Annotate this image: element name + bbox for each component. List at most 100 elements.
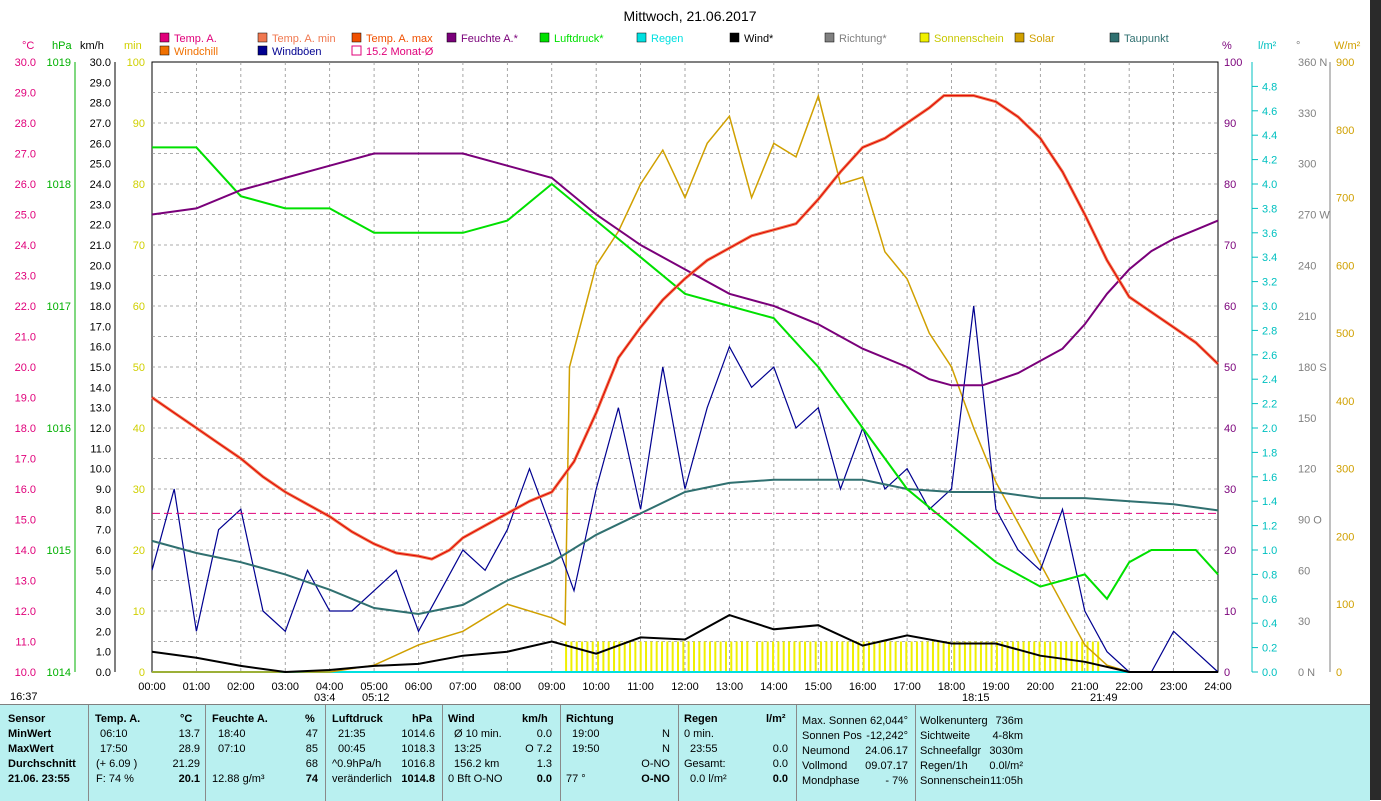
sunshine-bar [1091,641,1094,672]
time-tick: 16:00 [849,681,877,693]
wind-tick: 28.0 [90,98,111,110]
sunshine-bar [714,641,717,672]
time-tick: 21:00 [1071,681,1099,693]
sunshine-bar [974,641,977,672]
pressure-tick: 1014 [47,667,71,679]
dir-tick: 150 [1298,413,1316,425]
sunshine-bar [1006,641,1009,672]
sunshine-bar [772,641,775,672]
series-feuchte [151,152,1219,387]
pressure-tick: 1018 [47,179,71,191]
dir-min: N [662,728,670,740]
wind-tick: 0.0 [96,667,111,679]
solar-tick: 800 [1336,125,1354,137]
sunshine-bar [629,641,632,672]
sun-tick: 50 [133,362,145,374]
pressure-unit: hPa [52,40,72,52]
solar-tick: 500 [1336,328,1354,340]
sunshine-bar [910,641,913,672]
sunshine-bar [814,641,817,672]
wind-unit: km/h [80,40,104,52]
dir-tick: 180 S [1298,362,1327,374]
time-tick: 18:00 [938,681,966,693]
legend-label: Richtung* [839,33,887,45]
temp-header: Temp. A. [95,713,141,725]
rain-tick: 2.0 [1262,423,1277,435]
sunshine-bar [740,641,743,672]
temp-tick: 23.0 [15,271,36,283]
sunshine-bar [836,641,839,672]
sunshine-bar [883,641,886,672]
rain-tick: 2.2 [1262,399,1277,411]
temp-tick: 29.0 [15,88,36,100]
dir-tick: 240 [1298,260,1316,272]
sunshine-bar [1038,641,1041,672]
sunshine-bar [931,641,934,672]
hum-unit-label: % [305,713,315,725]
rain-tick: 0.0 [1262,667,1277,679]
dir-tick: 120 [1298,464,1316,476]
wind-distance: 156.2 km [454,758,500,770]
legend-label: Taupunkt [1124,33,1169,45]
stats-separator [442,705,443,801]
sunshine-bar [1011,641,1014,672]
wind-tick: 1.0 [96,647,111,659]
sunshine-bar [793,641,796,672]
temp-tick: 22.0 [15,301,36,313]
sunshine-bar [650,641,653,672]
astro-value: 62,044° [869,715,908,727]
wind-tick: 3.0 [96,606,111,618]
sunshine-bar [570,641,573,672]
temp-avg-note: (+ 6.09 ) [96,758,138,770]
press-header: Luftdruck [332,713,383,725]
sun-tick: 70 [133,240,145,252]
rain-unit: l/m² [1258,40,1277,52]
sunshine-bar [730,641,733,672]
wind-tick: 15.0 [90,362,111,374]
temp-tick: 17.0 [15,454,36,466]
time-tick: 20:00 [1027,681,1055,693]
sunshine-bar [937,641,940,672]
sunshine-bar [602,641,605,672]
rain-max: 0.0 [772,743,788,755]
time-tick: 22:00 [1115,681,1143,693]
misc-value: 736m [995,715,1023,727]
sunshine-bar [867,641,870,672]
sunshine-bar [666,641,669,672]
astro-value: 09.07.17 [865,760,908,772]
solar-tick: 0 [1336,667,1342,679]
wind-tick: 2.0 [96,626,111,638]
sunshine-bar [985,641,988,672]
temp-tick: 24.0 [15,240,36,252]
sunshine-bar [809,641,812,672]
stats-row-label: MaxWert [8,743,54,755]
time-tick: 24:00 [1204,681,1232,693]
legend-swatch [446,32,457,43]
temp-tick: 27.0 [15,149,36,161]
sun-tick: 20 [133,545,145,557]
series-solar [152,93,1218,673]
sun-tick: 40 [133,423,145,435]
pressure-tick: 1015 [47,545,71,557]
sunshine-bar [825,641,828,672]
hum-tick: 80 [1224,179,1236,191]
stats-separator [678,705,679,801]
hum-tick: 70 [1224,240,1236,252]
wind-tick: 6.0 [96,545,111,557]
astro-value: - 7% [885,775,908,787]
sunshine-bar [1022,641,1025,672]
sunshine-bar [846,641,849,672]
rain-tick: 0.6 [1262,594,1277,606]
press-trend: ^0.9hPa/h [332,758,382,770]
press-label: veränderlich [332,773,392,785]
sunshine-bar [990,641,993,672]
sunshine-bar [719,641,722,672]
hum-header: Feuchte A. [212,713,268,725]
rain-unit-label: l/m² [766,713,786,725]
sun-tick: 0 [139,667,145,679]
misc-value: 11:05h [990,775,1023,787]
stats-separator [915,705,916,801]
rain-tick: 0.2 [1262,643,1277,655]
wind-tick: 20.0 [90,260,111,272]
wind-tick: 13.0 [90,403,111,415]
